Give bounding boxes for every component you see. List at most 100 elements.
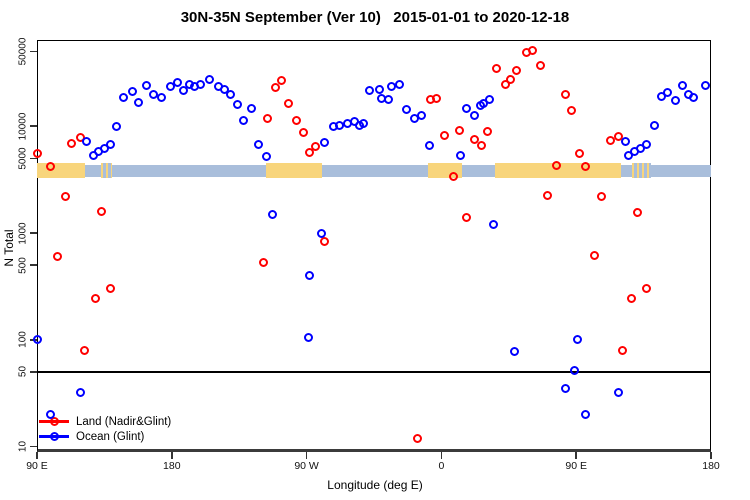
data-point-land: [439, 130, 449, 140]
data-point-ocean: [261, 152, 271, 162]
data-point-land: [105, 284, 115, 294]
data-point-ocean: [156, 93, 166, 103]
x-tick: [575, 452, 577, 459]
data-point-ocean: [642, 140, 652, 150]
x-tick: [36, 452, 38, 459]
data-point-ocean: [305, 271, 315, 280]
legend-label-ocean: Ocean (Glint): [76, 430, 145, 443]
reference-line-50: [37, 371, 711, 373]
data-point-ocean: [375, 85, 385, 95]
data-point-ocean: [359, 118, 368, 128]
data-point-land: [606, 135, 616, 145]
data-point-land: [574, 149, 584, 159]
data-point-ocean: [613, 388, 623, 398]
data-point-land: [552, 160, 562, 170]
data-point-ocean: [462, 104, 472, 114]
data-point-land: [320, 236, 330, 246]
data-point-land: [291, 116, 301, 126]
data-point-ocean: [173, 78, 183, 88]
data-point-land: [567, 106, 577, 116]
data-point-ocean: [320, 138, 330, 148]
data-point-land: [66, 138, 76, 148]
legend-item-ocean: Ocean (Glint): [39, 429, 171, 444]
data-point-land: [32, 148, 42, 158]
data-point-ocean: [165, 82, 175, 92]
data-point-land: [454, 126, 464, 136]
data-point-ocean: [678, 81, 688, 91]
data-point-land: [299, 127, 309, 137]
data-point-ocean: [254, 140, 264, 150]
data-point-ocean: [75, 388, 85, 398]
data-point-ocean: [570, 365, 580, 375]
data-point-ocean: [573, 335, 583, 345]
data-point-ocean: [456, 151, 466, 161]
y-tick: [30, 125, 37, 127]
data-point-land: [627, 293, 637, 303]
data-point-ocean: [402, 105, 412, 115]
map-strip-segment-ocean: [462, 165, 496, 177]
data-point-ocean: [621, 136, 631, 146]
legend-label-land: Land (Nadir&Glint): [76, 415, 172, 428]
x-tick-label: 90 W: [294, 460, 319, 472]
data-point-land: [270, 83, 280, 93]
x-tick: [440, 452, 443, 459]
plot-area: [37, 40, 711, 452]
y-tick-label: 10: [17, 441, 29, 453]
data-point-land: [642, 284, 652, 294]
data-point-land: [589, 250, 599, 260]
data-point-ocean: [478, 99, 488, 109]
map-strip-segment-ocean: [321, 165, 428, 177]
data-point-ocean: [32, 335, 42, 345]
data-point-land: [305, 148, 315, 158]
data-point-ocean: [128, 87, 138, 97]
data-point-ocean: [303, 333, 313, 343]
x-tick-label: 90 E: [565, 460, 587, 472]
land-series-marker-icon: [39, 417, 69, 426]
chart-title: 30N-35N September (Ver 10) 2015-01-01 to…: [180, 9, 570, 26]
data-point-land: [462, 213, 472, 223]
map-strip-segment-land: [631, 163, 652, 178]
y-tick: [30, 264, 37, 266]
data-point-ocean: [384, 95, 394, 105]
y-tick: [30, 157, 37, 160]
data-point-ocean: [111, 121, 121, 131]
data-point-land: [53, 252, 63, 262]
y-tick: [30, 50, 37, 53]
map-strip-segment-ocean: [84, 165, 102, 177]
map-strip-segment-land: [101, 163, 112, 178]
data-point-land: [258, 257, 268, 267]
data-point-ocean: [225, 90, 235, 100]
data-point-ocean: [417, 110, 427, 120]
data-point-land: [80, 345, 90, 355]
data-point-land: [543, 190, 553, 200]
data-point-ocean: [105, 140, 115, 150]
y-tick: [30, 232, 37, 234]
data-point-land: [633, 208, 643, 218]
data-point-ocean: [424, 140, 434, 150]
data-point-ocean: [561, 383, 571, 393]
data-point-ocean: [119, 93, 129, 103]
data-point-ocean: [195, 80, 205, 90]
data-point-ocean: [489, 220, 499, 230]
y-tick-label: 1000: [17, 221, 29, 245]
data-point-ocean: [141, 81, 151, 91]
data-point-ocean: [81, 136, 91, 146]
data-point-land: [477, 140, 487, 150]
data-point-land: [505, 74, 515, 84]
data-point-land: [618, 346, 628, 356]
data-point-ocean: [179, 85, 189, 95]
ocean-series-marker-icon: [39, 432, 69, 441]
data-point-land: [469, 135, 479, 145]
y-tick-label: 10000: [17, 112, 29, 141]
data-point-land: [90, 293, 100, 303]
data-point-land: [311, 142, 321, 152]
y-tick-label: 50000: [17, 37, 29, 66]
data-point-ocean: [204, 74, 214, 84]
data-point-ocean: [510, 346, 520, 356]
data-point-ocean: [134, 98, 144, 108]
legend-item-land: Land (Nadir&Glint): [39, 414, 171, 429]
data-point-land: [535, 60, 545, 70]
data-point-land: [613, 132, 623, 142]
data-point-ocean: [239, 116, 249, 126]
